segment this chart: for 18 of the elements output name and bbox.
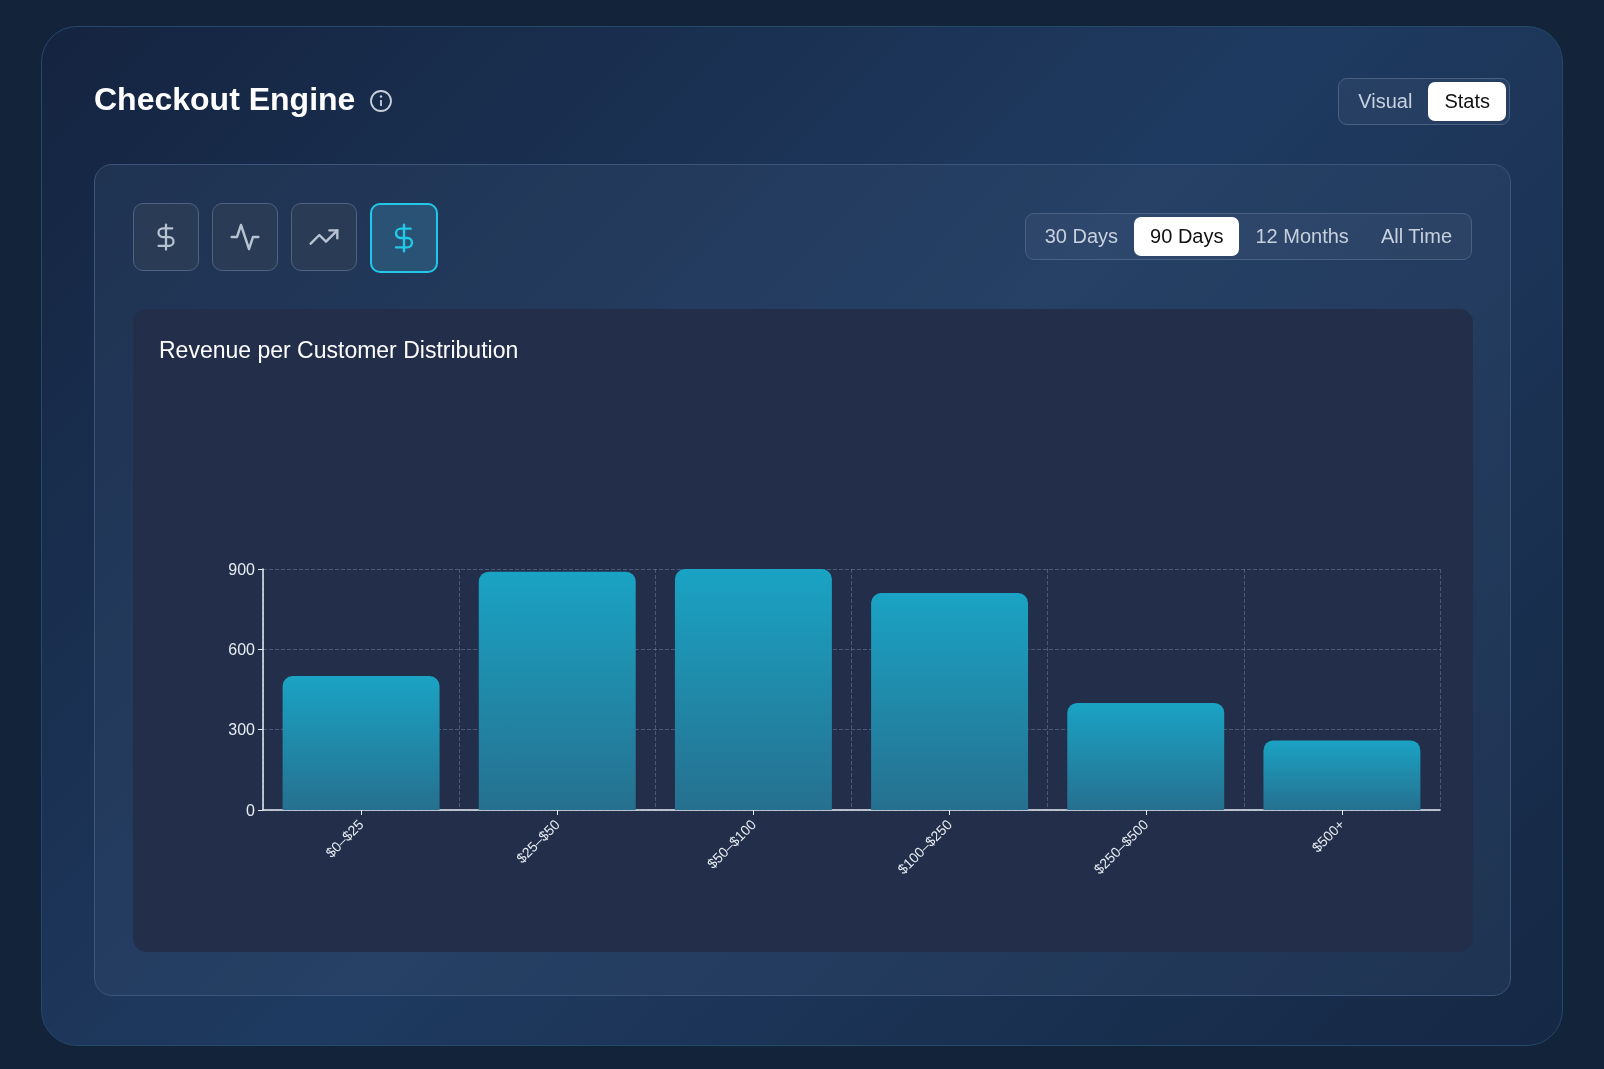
text: All Time — [1379, 224, 1453, 249]
chart-subtitle: Revenue per Customer Distribution — [159, 337, 519, 364]
text: 12 Months — [1254, 224, 1350, 249]
y-tick-label: 0 — [246, 801, 256, 819]
text: Stats — [1428, 82, 1506, 121]
bar — [871, 593, 1029, 810]
text: 30 Days — [1043, 224, 1120, 249]
y-tick-label: 600 — [228, 640, 256, 658]
bar — [478, 571, 636, 810]
y-tick-label: 900 — [228, 560, 256, 578]
bar — [282, 676, 440, 810]
y-tick-label: 300 — [228, 721, 256, 739]
bar — [1263, 740, 1421, 810]
bar — [674, 569, 832, 810]
text: Visual — [1357, 89, 1414, 114]
bar — [1067, 702, 1225, 810]
chart-title: Checkout Engine — [94, 81, 356, 118]
text: 90 Days — [1134, 217, 1240, 256]
